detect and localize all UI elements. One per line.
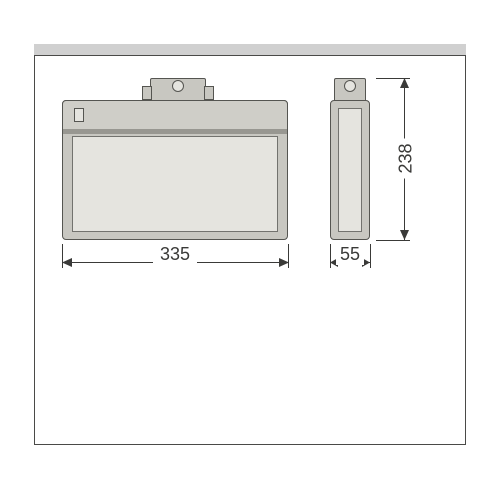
front-mount-nub-right: [204, 86, 214, 100]
dim-h-tick-bot: [376, 240, 410, 241]
dim-side-tick-r: [370, 244, 371, 268]
front-cap-shadow: [63, 129, 287, 134]
front-mount-hole: [172, 80, 184, 92]
side-inner: [338, 108, 362, 232]
dim-side-label: 55: [336, 244, 364, 265]
dim-h-arrow-bot: [400, 230, 409, 240]
dim-front-arrow-r: [279, 258, 289, 267]
front-cap-band: [62, 100, 288, 130]
front-mount-nub-left: [142, 86, 152, 100]
dim-height-label: 238: [396, 139, 417, 179]
front-indicator: [74, 108, 84, 122]
front-face-panel: [72, 136, 278, 232]
dim-front-arrow-l: [62, 258, 72, 267]
dim-h-arrow-top: [400, 78, 409, 88]
dim-front-label: 335: [153, 244, 197, 265]
side-mount-hole: [344, 80, 356, 92]
